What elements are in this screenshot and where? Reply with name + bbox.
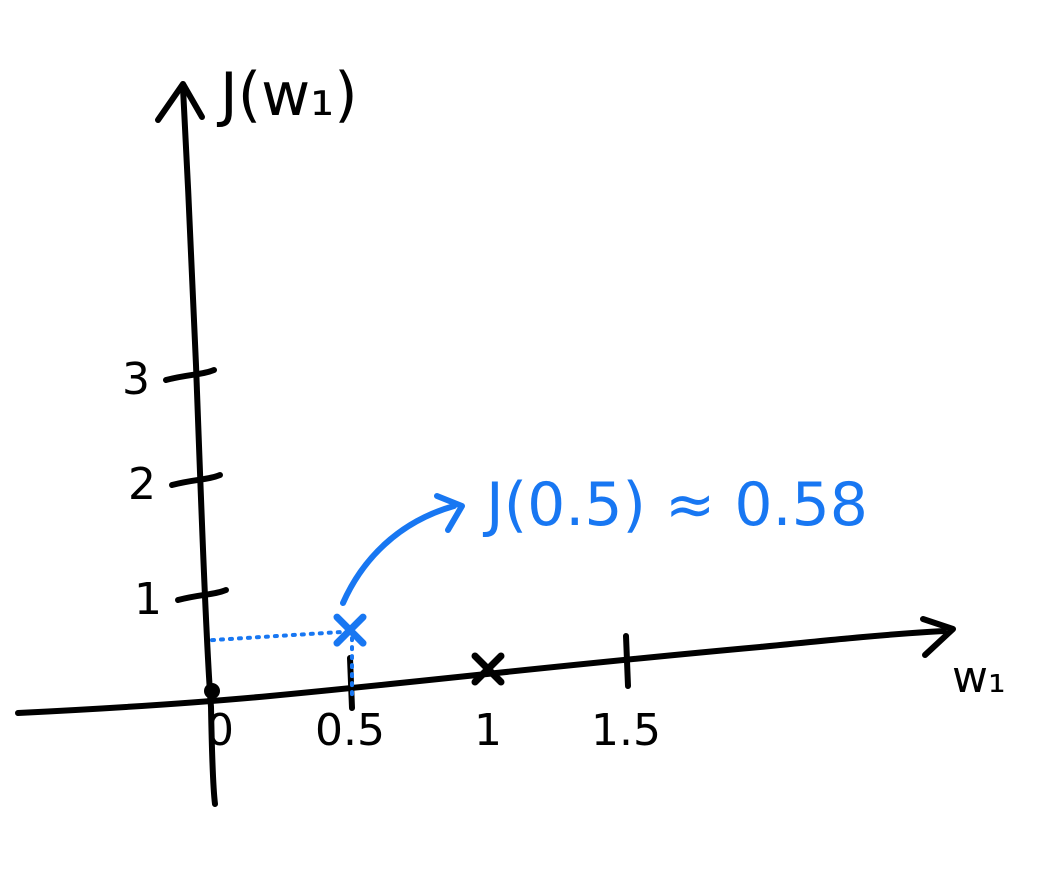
- y-tick-label-1: 2: [128, 459, 156, 510]
- x-axis: [15, 628, 947, 716]
- y-tick-2: [163, 367, 217, 383]
- annotation-arrowhead: [434, 493, 465, 533]
- y-tick-label-2: 3: [122, 354, 150, 405]
- highlight-guides: [210, 630, 354, 702]
- data-points: [204, 613, 505, 699]
- x-tick-3: [623, 633, 631, 689]
- y-axis-label: J(w₁): [216, 60, 358, 130]
- point-1: [471, 652, 505, 686]
- x-tick-label-2: 1: [474, 705, 502, 756]
- annotation-label: J(0.5) ≈ 0.58: [482, 470, 868, 540]
- y-axis: [180, 85, 218, 807]
- x-tick-label-1: 0.5: [315, 705, 385, 756]
- point-0: [204, 683, 220, 699]
- y-axis-arrowhead: [155, 81, 205, 123]
- point-2: [333, 613, 367, 647]
- y-tick-label-0: 1: [134, 574, 162, 625]
- y-tick-0: [175, 587, 229, 603]
- y-tick-1: [169, 472, 223, 488]
- y-ticks: 1 2 3: [122, 354, 229, 625]
- x-axis-arrowhead: [920, 616, 956, 658]
- x-tick-label-3: 1.5: [591, 705, 661, 756]
- highlight-guide-horizontal: [210, 630, 342, 643]
- x-tick-label-0: 0: [206, 705, 234, 756]
- annotation-arrow: [340, 503, 457, 606]
- x-axis-label: w₁: [952, 652, 1006, 703]
